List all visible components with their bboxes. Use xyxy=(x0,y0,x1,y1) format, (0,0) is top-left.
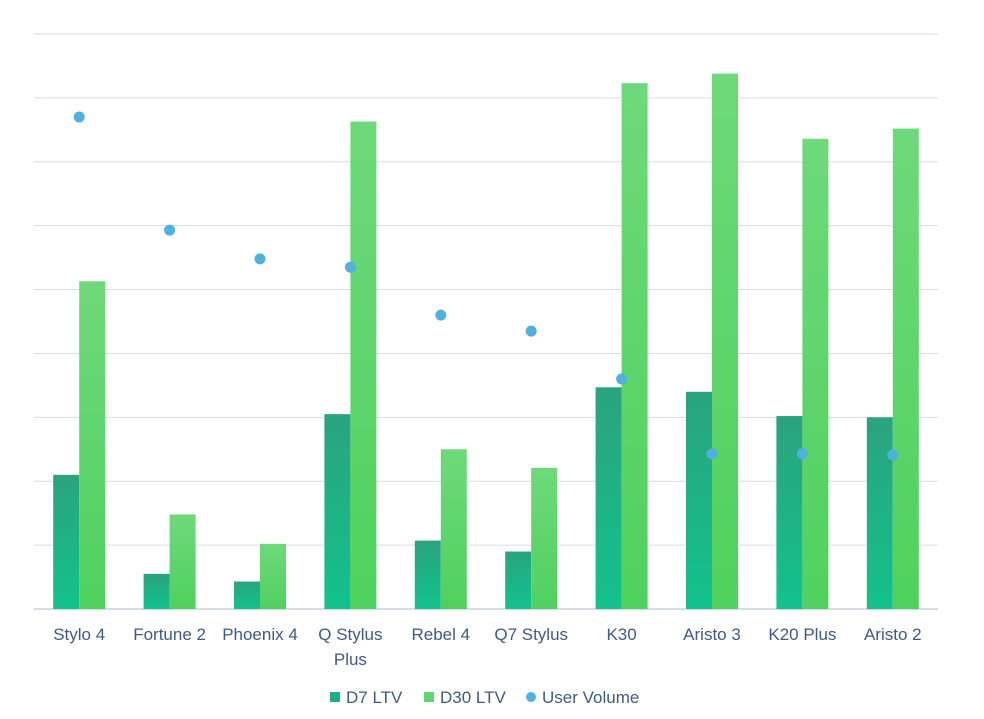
x-tick-label: K30 xyxy=(606,625,636,644)
bar-d30-ltv xyxy=(712,73,738,610)
bar-d7-ltv xyxy=(505,551,532,609)
legend-label-d30-ltv: D30 LTV xyxy=(440,688,506,707)
bar-d7-ltv xyxy=(595,387,622,609)
legend-swatch-d30-ltv xyxy=(424,692,434,702)
bar-d7-ltv xyxy=(143,573,170,609)
bar-d7-ltv xyxy=(686,391,712,609)
x-tick-label: Fortune 2 xyxy=(133,625,206,644)
bar-d7-ltv xyxy=(324,414,351,609)
x-tick-label: Aristo 2 xyxy=(864,625,922,644)
point-user-volume xyxy=(796,448,808,460)
bar-d30-ltv xyxy=(440,449,467,609)
legend-swatch-user-volume xyxy=(526,692,536,702)
bar-d30-ltv xyxy=(802,138,829,609)
x-tick-label: Stylo 4 xyxy=(53,625,105,644)
point-user-volume xyxy=(435,309,447,321)
x-tick-label: K20 Plus xyxy=(768,625,836,644)
bar-d30-ltv xyxy=(621,83,648,609)
point-user-volume xyxy=(164,224,176,236)
bar-d7-ltv xyxy=(866,417,893,609)
bar-d30-ltv xyxy=(79,281,106,609)
legend-swatch-d7-ltv xyxy=(330,692,340,702)
x-tick-label: Aristo 3 xyxy=(683,625,741,644)
bar-d30-ltv xyxy=(350,121,377,610)
x-tick-label: Rebel 4 xyxy=(411,625,470,644)
point-user-volume xyxy=(254,253,266,265)
bars xyxy=(53,73,919,610)
legend-label-user-volume: User Volume xyxy=(542,688,639,707)
point-user-volume xyxy=(887,449,899,461)
point-user-volume xyxy=(344,261,356,273)
bar-d7-ltv xyxy=(53,474,80,609)
bar-d30-ltv xyxy=(169,514,196,609)
x-tick-label: Q Stylus Plus xyxy=(318,625,382,669)
point-user-volume xyxy=(525,325,537,337)
legend-label-d7-ltv: D7 LTV xyxy=(346,688,403,707)
legend: D7 LTV D30 LTV User Volume xyxy=(330,688,639,707)
point-user-volume xyxy=(616,373,628,385)
x-tick-label: Q7 Stylus xyxy=(494,625,568,644)
point-user-volume xyxy=(73,111,85,123)
bar-d30-ltv xyxy=(531,467,558,609)
bar-d30-ltv xyxy=(260,543,286,609)
bar-d7-ltv xyxy=(776,416,803,609)
x-tick-label: Phoenix 4 xyxy=(222,625,298,644)
bar-d30-ltv xyxy=(892,128,919,610)
user-volume-points xyxy=(73,111,899,461)
point-user-volume xyxy=(706,448,718,460)
bar-d7-ltv xyxy=(234,581,260,609)
bar-d7-ltv xyxy=(414,540,441,609)
x-tick-labels: Stylo 4 Fortune 2 Phoenix 4 Q Stylus Plus Reb… xyxy=(53,625,921,669)
